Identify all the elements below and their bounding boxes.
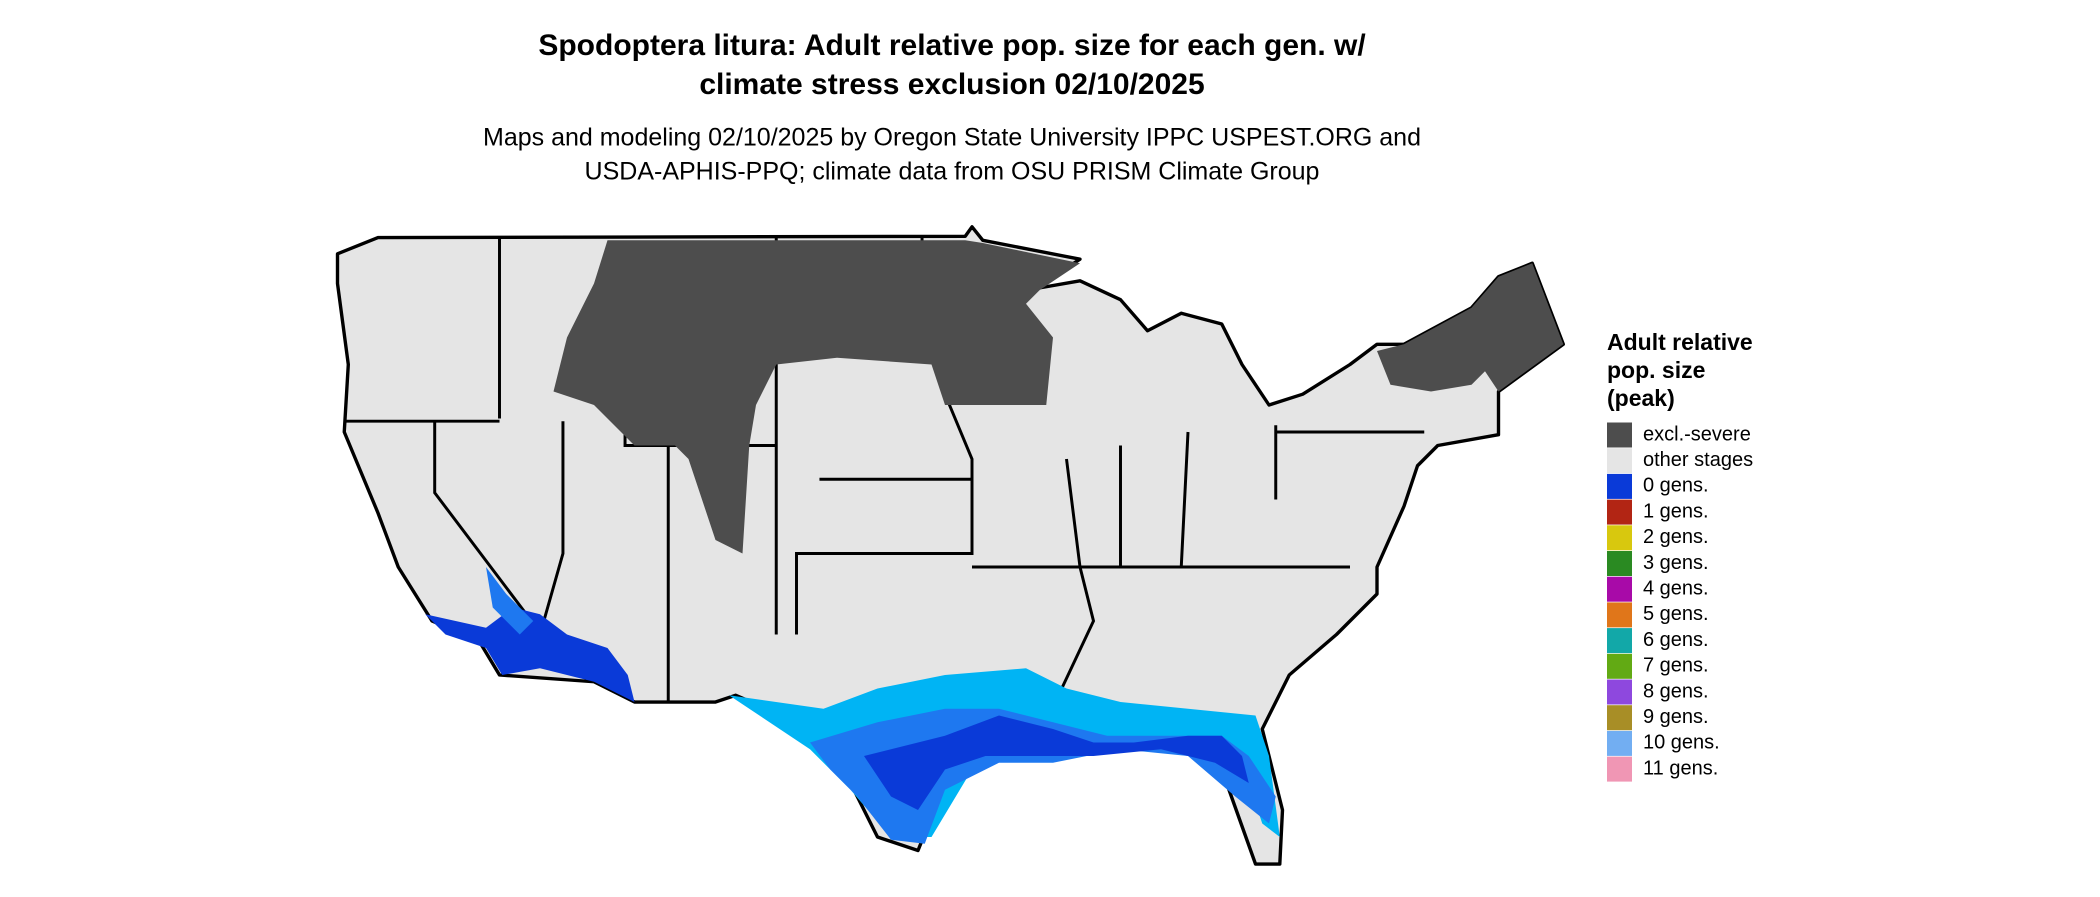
legend-swatch	[1607, 679, 1632, 705]
legend-label: 1 gens.	[1643, 500, 1709, 522]
gens-southwest	[425, 607, 635, 702]
legend-swatch	[1607, 756, 1632, 782]
legend-swatch	[1607, 448, 1632, 474]
title: Spodoptera litura: Adult relative pop. s…	[538, 29, 1366, 62]
legend-title: (peak)	[1607, 385, 1675, 411]
subtitle: Maps and modeling 02/10/2025 by Oregon S…	[483, 124, 1421, 152]
excluded-northeast	[1377, 263, 1564, 392]
legend-label: 4 gens.	[1643, 577, 1709, 599]
legend-label: 7 gens.	[1643, 655, 1709, 677]
gens-southwest-light	[486, 567, 534, 635]
excluded-north	[553, 240, 1080, 554]
legend-label: 8 gens.	[1643, 680, 1709, 702]
legend-label: excl.-severe	[1643, 423, 1751, 445]
legend-label: 6 gens.	[1643, 629, 1709, 651]
legend-swatch	[1607, 422, 1632, 448]
legend-label: other stages	[1643, 449, 1753, 471]
subtitle: USDA-APHIS-PPQ; climate data from OSU PR…	[585, 158, 1320, 186]
legend-label: 11 gens.	[1643, 757, 1718, 779]
legend-swatch	[1607, 525, 1632, 551]
legend-title: pop. size	[1607, 357, 1705, 383]
legend-swatch	[1607, 499, 1632, 525]
legend-label: 5 gens.	[1643, 603, 1709, 625]
gens-dark-blue	[864, 715, 1249, 810]
legend-label: 2 gens.	[1643, 526, 1709, 548]
legend-swatch	[1607, 628, 1632, 654]
legend-swatch	[1607, 705, 1632, 731]
legend-swatch	[1607, 653, 1632, 679]
legend-swatch	[1607, 576, 1632, 602]
legend-swatch	[1607, 602, 1632, 628]
legend-title: Adult relative	[1607, 329, 1753, 355]
us-map	[335, 225, 1565, 866]
legend-swatch	[1607, 473, 1632, 499]
legend-label: 9 gens.	[1643, 706, 1709, 728]
legend-swatch	[1607, 551, 1632, 576]
legend-label: 10 gens.	[1643, 732, 1720, 754]
legend-label: 0 gens.	[1643, 475, 1709, 497]
legend-swatch	[1607, 730, 1632, 756]
title: climate stress exclusion 02/10/2025	[699, 68, 1204, 101]
legend-label: 3 gens.	[1643, 552, 1709, 574]
